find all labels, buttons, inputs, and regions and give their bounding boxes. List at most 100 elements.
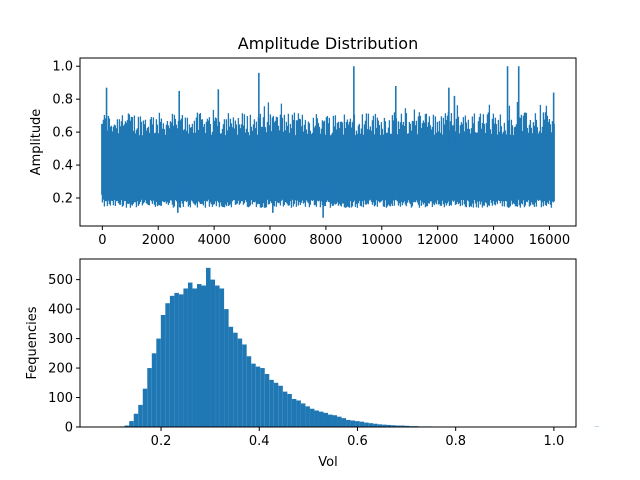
histogram-bar	[309, 408, 315, 427]
histogram-bar	[386, 424, 392, 427]
histogram-bar	[300, 403, 306, 427]
x-tick-label: 12000	[417, 233, 458, 248]
histogram-y-ticks: 0 100 200 300 400 500	[48, 273, 80, 436]
x-tick-label: 6000	[253, 233, 286, 248]
y-tick-label: 100	[48, 391, 73, 406]
y-tick-label: 0.8	[52, 93, 73, 108]
histogram-bar	[341, 418, 347, 427]
y-tick-label: 1.0	[52, 60, 73, 75]
histogram-bar	[215, 285, 220, 427]
x-tick-label: 2000	[142, 233, 175, 248]
histogram-bar	[224, 309, 229, 427]
histogram-bar	[187, 282, 193, 427]
y-tick-label: 400	[48, 303, 73, 318]
histogram-bar	[364, 422, 369, 427]
histogram-bar	[395, 425, 401, 427]
histogram-bar	[400, 425, 405, 427]
histogram-bar	[219, 288, 225, 427]
histogram-bar	[264, 373, 270, 427]
histogram-bar	[346, 419, 351, 427]
histogram-bar	[314, 410, 319, 427]
x-tick-label: 8000	[309, 233, 342, 248]
histogram-bar	[305, 406, 310, 427]
histogram-bar	[246, 356, 252, 427]
histogram-bars	[102, 267, 600, 427]
histogram-plot: 0.2 0.4 0.6 0.8 1.0 0 100 200 300 400 500 Fequenc…	[25, 258, 600, 470]
histogram-bar	[332, 415, 338, 427]
y-tick-label: 0	[65, 421, 73, 436]
x-tick-label: 4000	[198, 233, 231, 248]
x-tick-label: 0.4	[249, 434, 270, 449]
x-tick-label: 16000	[529, 233, 570, 248]
histogram-bar	[156, 338, 161, 427]
histogram-bar	[318, 411, 324, 427]
amplitude-line	[101, 102, 555, 208]
histogram-bar	[237, 338, 243, 427]
histogram-bar	[233, 332, 238, 427]
chart-title: Amplitude Distribution	[238, 34, 418, 53]
histogram-bar	[169, 295, 175, 427]
histogram-bar	[328, 414, 333, 427]
histogram-bar	[138, 404, 143, 427]
histogram-bar	[124, 425, 130, 427]
histogram-bar	[377, 424, 383, 427]
y-tick-label: 200	[48, 362, 73, 377]
y-tick-label: 0.4	[52, 159, 73, 174]
amplitude-y-ticks: 0.2 0.4 0.6 0.8 1.0	[52, 60, 80, 207]
x-tick-label: 0.6	[347, 434, 368, 449]
amplitude-axes-frame	[79, 57, 577, 227]
histogram-bar	[206, 267, 211, 427]
histogram-bar	[291, 399, 297, 427]
histogram-bar	[192, 288, 197, 427]
histogram-bar	[178, 294, 184, 427]
histogram-bar	[337, 416, 342, 427]
histogram-bar	[350, 420, 356, 427]
histogram-bar	[228, 326, 234, 427]
y-tick-label: 0.6	[52, 126, 73, 141]
histogram-axes-frame	[79, 258, 577, 428]
x-tick-label: 14000	[473, 233, 514, 248]
histogram-bar	[368, 423, 374, 427]
histogram-bar	[160, 315, 166, 427]
histogram-bar	[242, 344, 247, 427]
amplitude-x-ticks: 0 2000 4000 6000 8000 10000 12000 14000 16000	[98, 226, 570, 248]
histogram-bar	[296, 400, 301, 427]
amplitude-series	[101, 66, 555, 218]
histogram-bar	[201, 285, 207, 427]
y-tick-label: 500	[48, 273, 73, 288]
histogram-bar	[323, 412, 328, 427]
x-tick-label: 0.2	[151, 434, 172, 449]
histogram-bar	[165, 303, 170, 427]
histogram-bar	[355, 421, 360, 427]
histogram-bar	[278, 385, 283, 427]
histogram-bar	[183, 288, 188, 427]
histogram-bar	[174, 292, 179, 427]
x-tick-label: 0.8	[445, 434, 466, 449]
histogram-bar	[151, 353, 157, 427]
histogram-bar	[260, 368, 265, 427]
histogram-bar	[273, 382, 279, 427]
histogram-bar	[196, 284, 202, 427]
histogram-bar	[359, 421, 365, 427]
histogram-bar	[129, 421, 134, 427]
histogram-x-axis-label: Vol	[318, 455, 337, 470]
amplitude-y-axis-label: Amplitude	[29, 109, 44, 176]
histogram-y-axis-label: Fequencies	[25, 306, 40, 379]
histogram-bar	[133, 413, 139, 427]
x-tick-label: 1.0	[544, 434, 565, 449]
amplitude-plot: 0 2000 4000 6000 8000 10000 12000 14000 16000 0.…	[29, 57, 577, 248]
histogram-bar	[373, 423, 378, 427]
histogram-bar	[269, 379, 274, 427]
y-tick-label: 0.2	[52, 192, 73, 207]
histogram-bar	[391, 425, 396, 427]
y-tick-label: 300	[48, 332, 73, 347]
x-tick-label: 0	[98, 233, 106, 248]
histogram-x-ticks: 0.2 0.4 0.6 0.8 1.0	[151, 427, 565, 449]
histogram-bar	[282, 391, 288, 427]
x-tick-label: 10000	[361, 233, 402, 248]
histogram-bar	[251, 363, 256, 427]
histogram-bar	[382, 424, 387, 427]
histogram-bar	[210, 279, 216, 427]
histogram-bar	[255, 366, 261, 427]
